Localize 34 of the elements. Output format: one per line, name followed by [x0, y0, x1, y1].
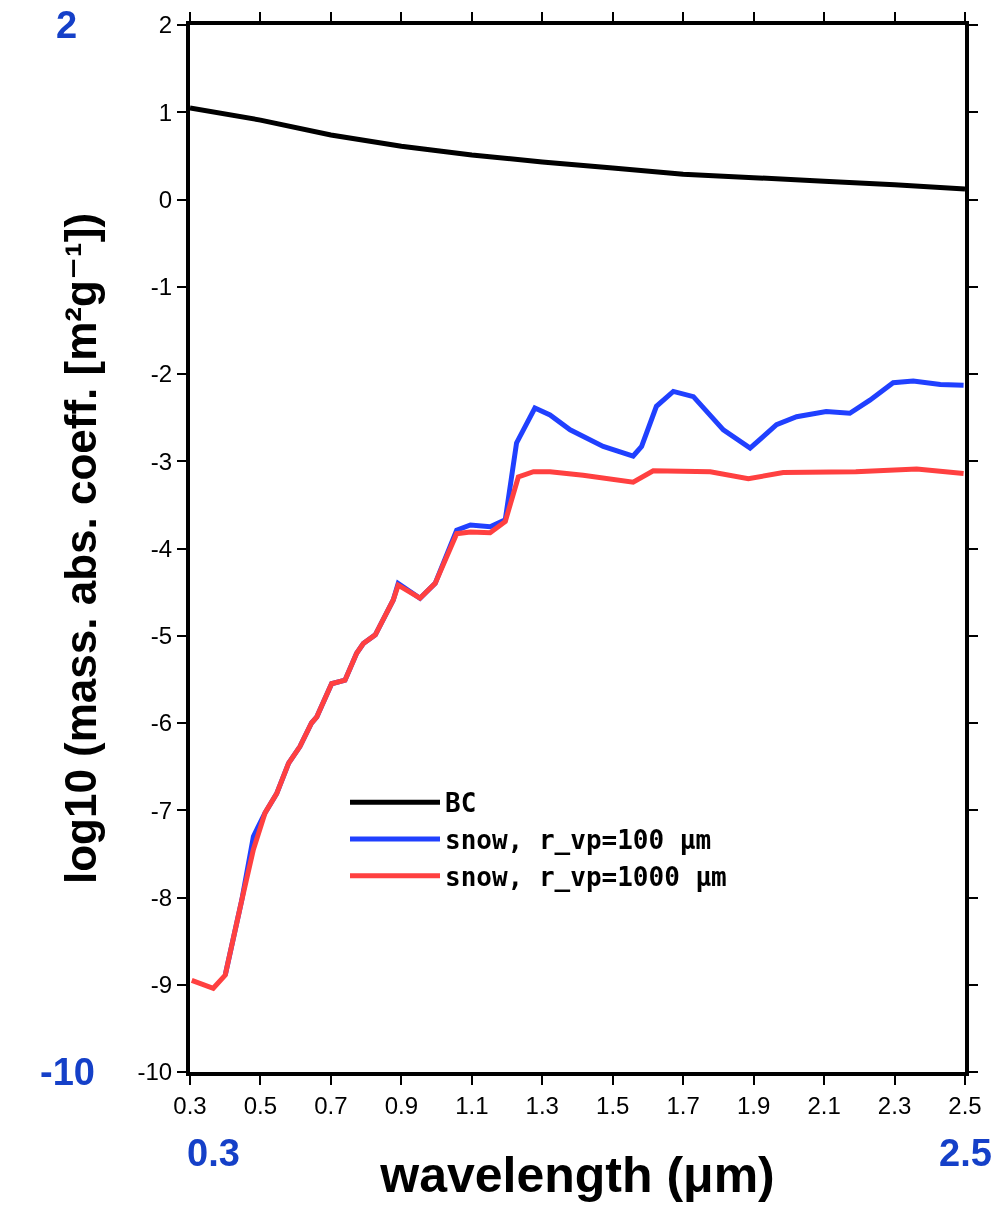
x-tick-label: 0.7: [314, 1091, 348, 1119]
x-tick-label: 1.7: [666, 1091, 700, 1119]
x-tick-label: 1.1: [455, 1091, 489, 1119]
text: -10: [40, 1051, 95, 1093]
y-tick-label: 0: [158, 185, 173, 213]
y-tick-label: -1: [150, 273, 173, 301]
y-tick-label: -7: [150, 796, 173, 824]
y-tick-label: 1: [158, 98, 173, 126]
y-tick-label: -2: [150, 360, 173, 388]
x-axis-title: wavelength (μm): [379, 1146, 775, 1203]
legend-label: snow, r_vp=100 μm: [445, 825, 712, 856]
x-tick-label: 0.5: [243, 1091, 278, 1119]
y-tick-label: -5: [150, 622, 173, 650]
x-tick-label: 0.9: [384, 1091, 419, 1119]
text: 2.5: [939, 1132, 992, 1174]
x-tick-label: 2.1: [807, 1091, 841, 1119]
legend-label: snow, r_vp=1000 μm: [445, 861, 727, 892]
x-tick-label: 2.5: [948, 1091, 982, 1119]
x-tick-label: 2.3: [877, 1091, 912, 1119]
x-tick-label: 1.9: [736, 1091, 771, 1119]
text: 2: [56, 4, 78, 46]
y-tick-label: -4: [150, 534, 173, 562]
y-tick-label: 2: [158, 11, 173, 39]
x-tick-label: 1.3: [525, 1091, 559, 1119]
y-tick-label: -8: [150, 883, 173, 911]
text: 0.3: [187, 1132, 240, 1174]
x-tick-label: 0.3: [173, 1091, 207, 1119]
y-tick-label: -10: [137, 1058, 173, 1086]
x-tick-label: 1.5: [596, 1091, 630, 1119]
y-tick-label: -9: [150, 971, 173, 999]
legend-label: BC: [445, 788, 477, 819]
y-axis-title: log10 (mass. abs. coeff. [m²g⁻¹]): [56, 212, 106, 885]
y-tick-label: -6: [150, 709, 173, 737]
y-tick-label: -3: [150, 447, 173, 475]
